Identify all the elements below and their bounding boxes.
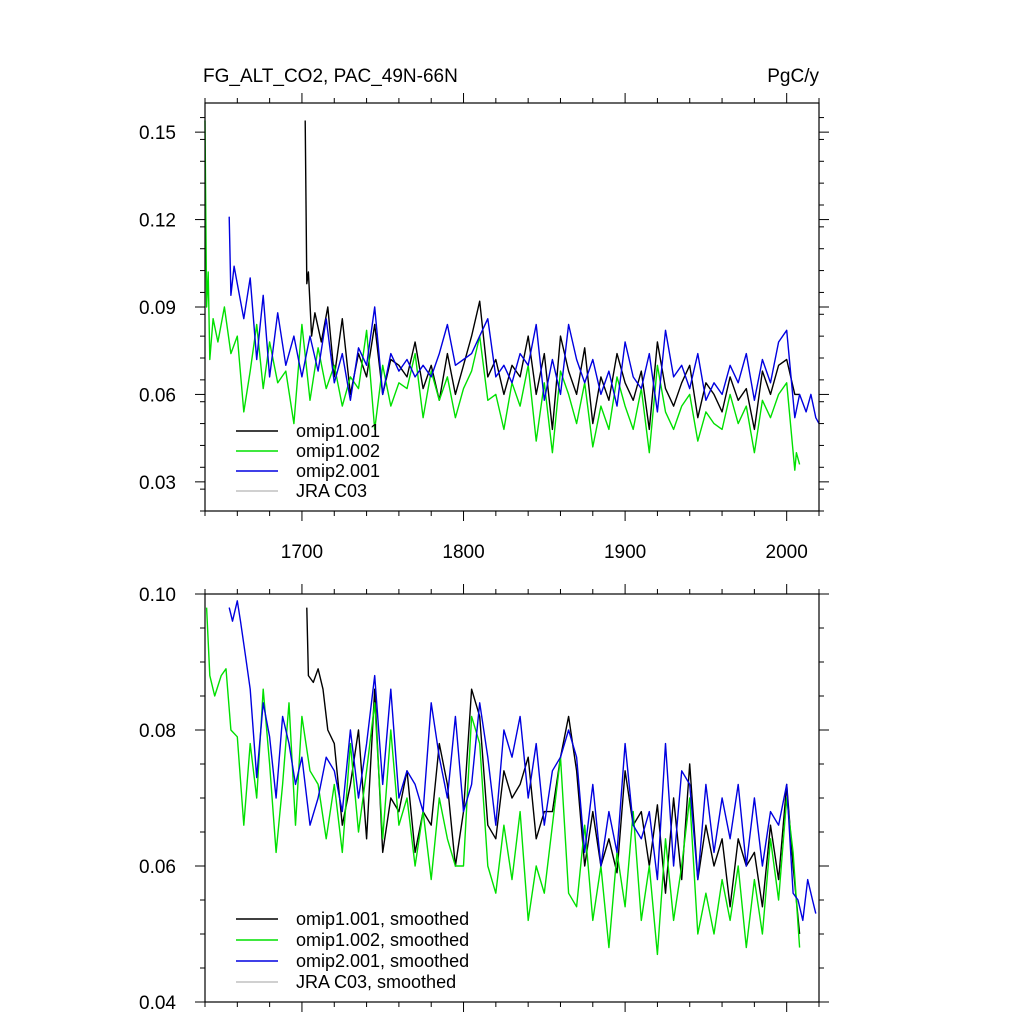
top-legend-label-2: omip1.002 (296, 441, 380, 461)
top-series-line-1 (304, 120, 800, 431)
bottom-axes: 0.04 0.06 0.08 0.10 (139, 584, 829, 1014)
bottom-legend-label-3: omip2.001, smoothed (296, 951, 469, 971)
bottom-y-tick-label: 0.10 (139, 585, 176, 606)
bottom-y-tick-label: 0.06 (139, 857, 176, 878)
bottom-series-line-3 (228, 600, 817, 922)
top-y-tick-label: 0.09 (139, 298, 176, 319)
bottom-legend-label-4: JRA C03, smoothed (296, 972, 456, 992)
top-legend-label-1: omip1.001 (296, 421, 380, 441)
top-y-tick-label: 0.06 (139, 385, 176, 406)
x-tick-label-1700: 1700 (281, 542, 323, 563)
bottom-series-lines (205, 600, 817, 956)
top-y-tick-label: 0.12 (139, 211, 176, 232)
figure-title: FG_ALT_CO2, PAC_49N-66N (203, 66, 458, 87)
bottom-y-tick-label: 0.04 (139, 993, 176, 1014)
bottom-legend-label-2: omip1.002, smoothed (296, 930, 469, 950)
top-series-line-2 (204, 120, 801, 471)
x-tick-label-1900: 1900 (604, 542, 646, 563)
bottom-y-tick-label: 0.08 (139, 721, 176, 742)
top-axes: 1700 1800 1900 2000 0.03 0.06 0.09 0.12 0.15 (139, 93, 829, 563)
x-tick-label-1800: 1800 (442, 542, 484, 563)
x-tick-label-2000: 2000 (766, 542, 808, 563)
bottom-panel: 0.040.060.080.10 omip1.001, smoothedomip… (139, 584, 829, 1014)
top-series-lines (204, 120, 820, 471)
bottom-series-line-2 (205, 607, 801, 956)
top-y-tick-label: 0.15 (139, 123, 176, 144)
bottom-series-line-1 (306, 607, 801, 935)
top-legend-label-4: JRA C03 (296, 481, 367, 501)
top-series-line-3 (228, 216, 820, 424)
bottom-legend-label-1: omip1.001, smoothed (296, 909, 469, 929)
top-panel: 1700 1800 1900 2000 0.03 0.06 0.09 0.12 0.15 omi… (139, 93, 829, 563)
top-y-tick-label: 0.03 (139, 473, 176, 494)
figure-units: PgC/y (767, 66, 819, 87)
top-legend-label-3: omip2.001 (296, 461, 380, 481)
